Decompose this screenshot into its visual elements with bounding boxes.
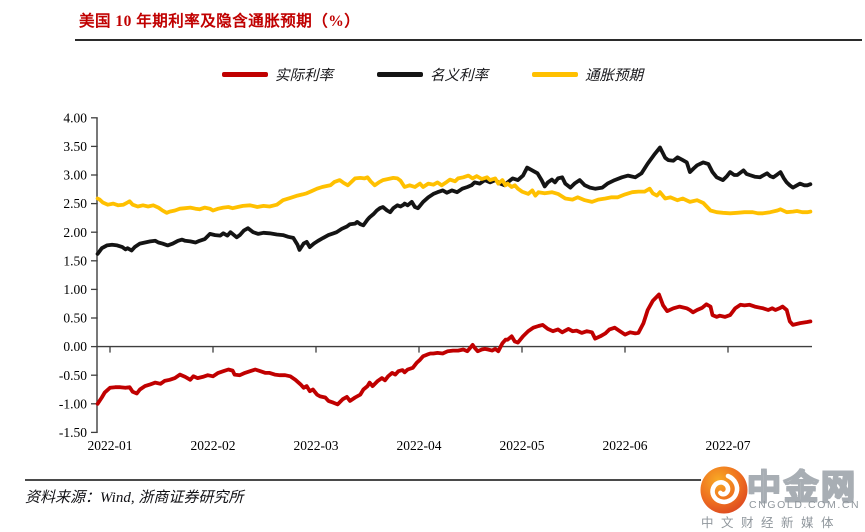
series-line-0	[95, 292, 813, 407]
y-tick-label: -0.50	[59, 368, 87, 383]
y-tick-label: -1.00	[59, 396, 87, 411]
legend-label: 实际利率	[275, 68, 333, 84]
logo-circle	[700, 466, 748, 514]
y-tick-label: 4.00	[63, 110, 87, 125]
legend-item-2: 通胀预期	[532, 64, 643, 85]
legend-swatch-icon	[532, 72, 578, 77]
title-divider	[75, 39, 862, 41]
legend-label: 名义利率	[430, 68, 488, 84]
line-chart-canvas: 4.00 3.50 3.00 2.50 2.00 1.50 1.00 0.50 0.00 -0.5…	[59, 110, 813, 453]
legend-label: 通胀预期	[585, 68, 643, 84]
x-tick-label: 2022-03	[294, 438, 339, 453]
x-tick-label: 2022-05	[500, 438, 545, 453]
y-tick-label: 0.00	[63, 339, 87, 354]
cngold-logo-icon	[700, 466, 748, 514]
cngold-logo-name: 中金网	[746, 468, 858, 508]
chart-legend: 实际利率 名义利率 通胀预期	[0, 64, 865, 85]
legend-item-0: 实际利率	[222, 64, 333, 85]
x-tick-label: 2022-02	[191, 438, 236, 453]
y-tick-label: 3.00	[63, 168, 87, 183]
logo-swirl	[710, 473, 740, 505]
x-tick-label: 2022-06	[603, 438, 648, 453]
page-title: 美国 10 年期利率及隐含通胀预期（%）	[79, 13, 361, 30]
y-tick-label: 3.50	[63, 139, 87, 154]
cngold-logo-domain: CNGOLD.COM.CN	[749, 499, 861, 511]
legend-swatch-icon	[377, 72, 423, 77]
y-tick-label: 2.00	[63, 225, 87, 240]
x-tick-label: 2022-07	[706, 438, 751, 453]
series-line-1	[95, 145, 813, 256]
legend-item-1: 名义利率	[377, 64, 488, 85]
data-source-note: 资料来源：Wind, 浙商证券研究所	[25, 490, 244, 506]
y-tick-label: 1.00	[63, 282, 87, 297]
legend-swatch-icon	[222, 72, 268, 77]
series-line-2	[95, 173, 813, 216]
footer-divider	[25, 479, 701, 481]
cngold-logo-tagline: 中文财经新媒体	[701, 516, 842, 530]
y-tick-label: 0.50	[63, 311, 87, 326]
y-tick-label: 2.50	[63, 196, 87, 211]
x-tick-label: 2022-01	[88, 438, 133, 453]
y-tick-label: 1.50	[63, 253, 87, 268]
x-tick-label: 2022-04	[397, 438, 442, 453]
y-tick-label: -1.50	[59, 425, 87, 440]
